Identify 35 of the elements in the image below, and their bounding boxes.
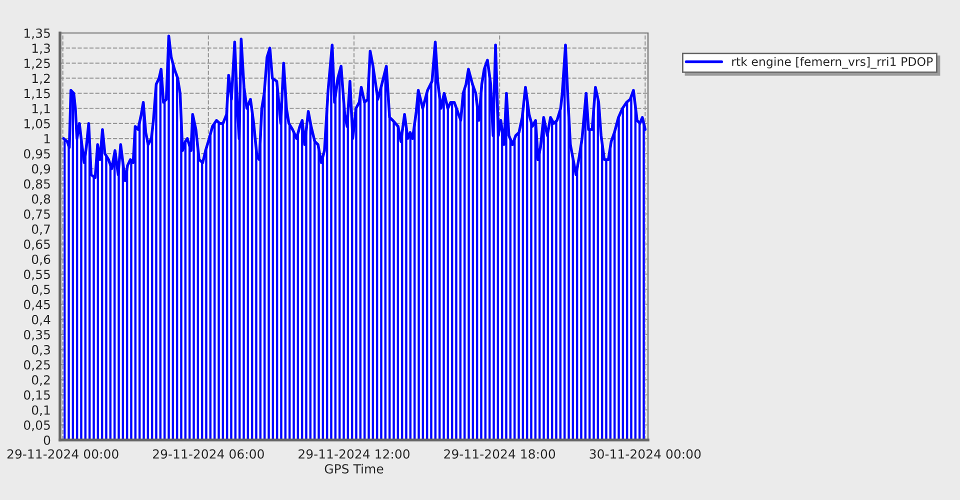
- y-tick-label: 0,45: [24, 300, 50, 311]
- y-tick-label: 1,05: [24, 118, 50, 130]
- y-tick-label: 0,5: [32, 284, 50, 296]
- y-tick-label: 0,85: [24, 179, 50, 190]
- y-tick-label: 0,65: [24, 240, 50, 250]
- y-tick-label: 1,3: [32, 44, 50, 54]
- y-tick-label: 0,2: [32, 375, 50, 386]
- y-tick-label: 0,3: [32, 345, 50, 356]
- y-tick-label: 0,9: [32, 164, 50, 175]
- x-tick-label: 29-11-2024 18:00: [444, 449, 556, 459]
- y-tick-label: 1,25: [24, 58, 50, 70]
- y-tick-label: 0,8: [32, 194, 50, 206]
- y-tick-label: 1,2: [32, 74, 50, 84]
- x-tick-label: 29-11-2024 00:00: [7, 449, 118, 459]
- y-tick-label: 0,35: [24, 330, 50, 341]
- y-tick-label: 0,1: [32, 405, 50, 416]
- x-tick-label: 29-11-2024 06:00: [153, 449, 264, 459]
- y-tick-label: 0,25: [24, 360, 50, 371]
- y-tick-label: 0,4: [32, 314, 50, 326]
- y-tick-label: 1,15: [24, 88, 50, 100]
- y-tick-label: 0: [44, 435, 50, 445]
- y-tick-label: 0,75: [24, 209, 50, 220]
- y-tick-label: 0,05: [24, 420, 50, 432]
- y-tick-label: 0,6: [32, 254, 50, 266]
- y-tick-label: 0,7: [32, 224, 50, 236]
- y-tick-label: 1,1: [32, 104, 50, 115]
- y-tick-label: 1,35: [24, 28, 50, 40]
- x-axis-title: GPS Time: [324, 464, 384, 474]
- x-tick-label: 29-11-2024 12:00: [298, 449, 410, 459]
- y-tick-label: 0,55: [24, 270, 50, 280]
- y-tick-label: 1: [44, 134, 50, 144]
- y-tick-label: 0,15: [24, 390, 50, 401]
- legend-label: rtk engine [femern_vrs]_rri1 PDOP: [732, 56, 933, 69]
- x-tick-label: 30-11-2024 00:00: [590, 449, 701, 459]
- y-tick-label: 0,95: [24, 149, 50, 160]
